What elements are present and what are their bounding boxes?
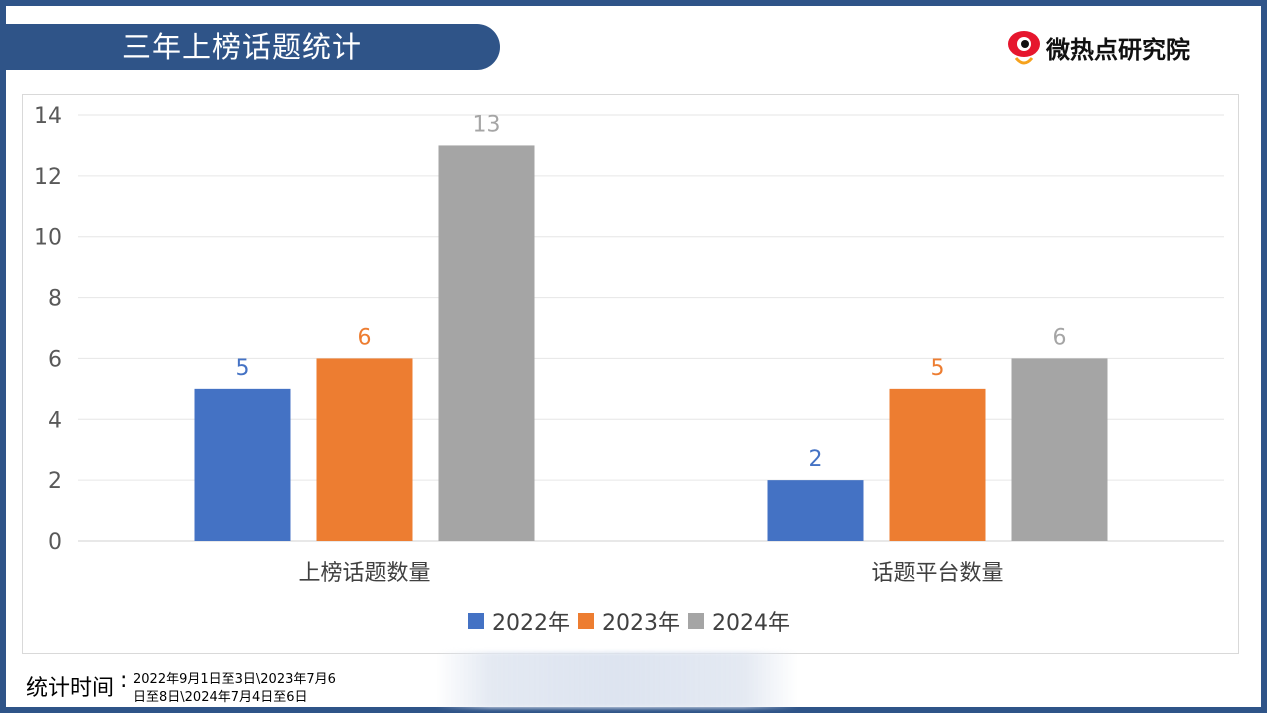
bar xyxy=(889,388,986,541)
weibo-eye-icon xyxy=(1008,31,1040,65)
legend-swatch xyxy=(468,613,484,629)
y-tick-label: 6 xyxy=(48,347,62,372)
y-tick-label: 4 xyxy=(48,408,62,433)
legend-label: 2024年 xyxy=(712,611,790,636)
legend-swatch xyxy=(578,613,594,629)
y-tick-label: 2 xyxy=(48,469,62,494)
footer-label: 统计时间 xyxy=(26,676,115,701)
data-label: 13 xyxy=(473,112,501,137)
page-title: 三年上榜话题统计 xyxy=(122,30,363,64)
footer-date-line-1: 2022年9月1日至3日\2023年7月6 xyxy=(133,672,336,687)
title-banner xyxy=(6,24,500,70)
logo xyxy=(1008,31,1040,65)
y-tick-label: 8 xyxy=(48,287,62,312)
y-tick-label: 10 xyxy=(34,226,62,251)
data-label: 5 xyxy=(931,356,945,381)
x-category-label: 上榜话题数量 xyxy=(298,561,430,586)
legend-swatch xyxy=(688,613,704,629)
bar xyxy=(1011,358,1108,541)
logo-text: 微热点研究院 xyxy=(1046,36,1190,64)
y-tick-label: 12 xyxy=(34,165,62,190)
data-label: 2 xyxy=(809,447,823,472)
x-category-label: 话题平台数量 xyxy=(871,561,1003,586)
legend-label: 2022年 xyxy=(492,611,570,636)
footer-date-line-2: 日至8日\2024年7月4日至6日 xyxy=(133,690,308,705)
footer-colon: : xyxy=(120,668,128,693)
bar xyxy=(194,388,291,541)
y-tick-label: 0 xyxy=(48,530,62,555)
y-tick-label: 14 xyxy=(34,104,62,129)
bar xyxy=(767,480,864,541)
legend-label: 2023年 xyxy=(602,611,680,636)
bar xyxy=(438,145,535,541)
data-label: 6 xyxy=(358,325,372,350)
data-label: 5 xyxy=(236,356,250,381)
bar xyxy=(316,358,413,541)
data-label: 6 xyxy=(1053,325,1067,350)
blurred-watermark xyxy=(436,652,798,708)
